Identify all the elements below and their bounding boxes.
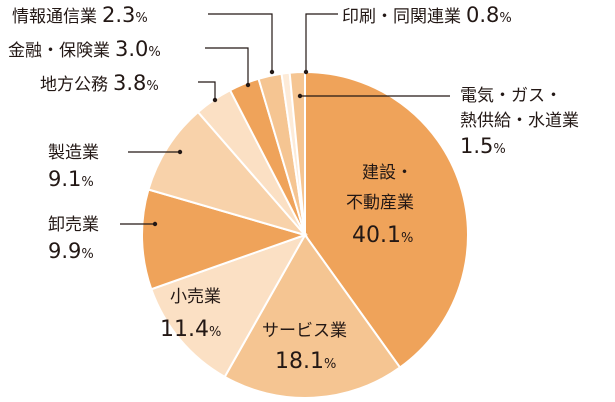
- pie-slice-retail: [150, 233, 308, 379]
- label-construction-line2: 不動産業: [346, 193, 414, 213]
- leader-dot-printing: [303, 69, 309, 75]
- label-utility-line1: 電気・ガス・: [460, 86, 562, 106]
- label-utility-line2: 熱供給・水道業: [460, 111, 579, 131]
- label-printing: 印刷・同関連業 0.8%: [342, 3, 512, 27]
- label-utility-value: 1.5%: [460, 134, 506, 158]
- leader-dot-info: [269, 69, 275, 75]
- slice-labels: 情報通信業 2.3% 金融・保険業 3.0% 地方公務 3.8% 印刷・同関連業 0.8…: [8, 3, 579, 374]
- leader-dot-wholesale: [152, 221, 158, 227]
- pie-slices: [141, 70, 469, 399]
- label-retail: 小売業: [170, 287, 221, 307]
- label-manufacturing: 製造業: [48, 143, 99, 163]
- label-retail-value: 11.4%: [160, 317, 221, 342]
- label-info: 情報通信業 2.3%: [12, 3, 148, 27]
- leader-line-info: [208, 13, 273, 72]
- label-construction-value: 40.1%: [352, 223, 413, 248]
- label-finance: 金融・保険業 3.0%: [8, 37, 161, 61]
- leader-line-finance: [205, 47, 249, 85]
- pie-slice-manufacturing: [147, 110, 308, 237]
- label-wholesale: 卸売業: [48, 215, 99, 235]
- leader-dot-utility: [297, 93, 303, 99]
- label-service-value: 18.1%: [275, 349, 336, 374]
- pie-slice-construction: [304, 70, 469, 369]
- label-wholesale-value: 9.9%: [48, 239, 94, 263]
- leader-line-local: [198, 81, 216, 100]
- label-construction-line1: 建設・: [362, 163, 413, 183]
- leader-dot-manufacturing: [177, 149, 183, 155]
- leader-lines: [120, 13, 450, 227]
- label-manufacturing-value: 9.1%: [48, 167, 94, 191]
- pie-slice-wholesale: [141, 188, 309, 291]
- leader-dot-local: [212, 97, 218, 103]
- leader-line-printing: [305, 13, 338, 72]
- pie-slice-service: [223, 233, 402, 399]
- leader-dot-finance: [245, 82, 251, 88]
- label-service: サービス業: [262, 321, 347, 341]
- label-local: 地方公務 3.8%: [40, 71, 159, 95]
